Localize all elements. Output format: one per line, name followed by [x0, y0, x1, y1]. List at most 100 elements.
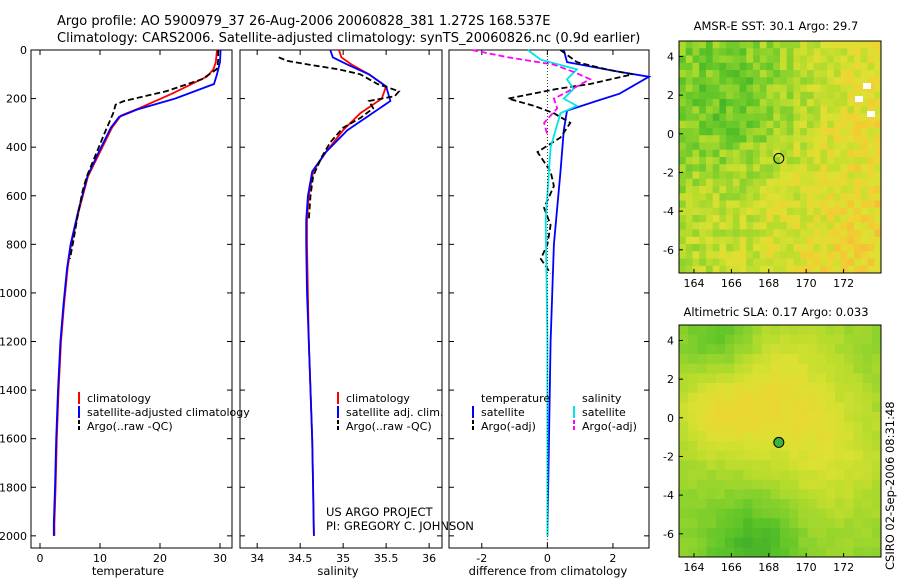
- heatmap-cell: [766, 99, 774, 107]
- heatmap-cell: [871, 344, 882, 355]
- heatmap-cell: [847, 99, 855, 107]
- heatmap-cell: [688, 499, 698, 510]
- heatmap-cell: [753, 113, 761, 122]
- heatmap-cell: [699, 91, 707, 100]
- heatmap-cell: [719, 244, 727, 252]
- heatmap-cell: [798, 383, 808, 394]
- heatmap-cell: [679, 84, 687, 93]
- heatmap-cell: [706, 499, 717, 510]
- heatmap-cell: [800, 149, 808, 158]
- heatmap-cell: [753, 178, 761, 187]
- heatmap-cell: [862, 431, 873, 442]
- heatmap-cell: [724, 334, 735, 345]
- heatmap-cell: [853, 383, 864, 394]
- heatmap-cell: [874, 142, 882, 151]
- heatmap-cell: [860, 142, 868, 151]
- heatmap-cell: [679, 470, 689, 481]
- heatmap-cell: [833, 55, 841, 64]
- heatmap-cell: [712, 236, 720, 245]
- heatmap-cell: [854, 244, 862, 252]
- heatmap-cell: [827, 55, 835, 64]
- heatmap-cell: [679, 402, 689, 413]
- heatmap-cell: [752, 470, 763, 481]
- heatmap-cell: [692, 178, 700, 187]
- heatmap-cell: [793, 200, 801, 209]
- heatmap-cell: [780, 402, 790, 413]
- heatmap-cell: [813, 251, 821, 259]
- heatmap-cell: [753, 236, 761, 245]
- heatmap-cell: [732, 70, 740, 78]
- heatmap-cell: [800, 251, 808, 259]
- heatmap-cell: [807, 334, 818, 345]
- heatmap-cell: [844, 499, 854, 510]
- heatmap-cell: [847, 149, 855, 158]
- heatmap-cell: [813, 70, 821, 78]
- heatmap-cell: [854, 186, 862, 194]
- heatmap-cell: [854, 99, 862, 107]
- x-tick-label: 0: [37, 552, 44, 565]
- legend-header-temperature: temperature: [481, 392, 550, 405]
- heatmap-cell: [715, 392, 726, 403]
- heatmap-cell: [835, 528, 845, 539]
- heatmap-cell: [854, 135, 862, 143]
- heatmap-cell: [697, 363, 707, 374]
- heatmap-cell: [761, 383, 772, 394]
- heatmap-cell: [862, 528, 873, 539]
- heatmap-cell: [854, 265, 862, 274]
- heatmap-cell: [833, 236, 841, 245]
- heatmap-cell: [734, 508, 744, 519]
- heatmap-cell: [719, 55, 727, 64]
- heatmap-cell: [706, 402, 717, 413]
- heatmap-cell: [835, 450, 845, 461]
- heatmap-cell: [833, 164, 841, 172]
- heatmap-cell: [813, 91, 821, 100]
- heatmap-cell: [853, 489, 864, 500]
- heatmap-cell: [752, 489, 763, 500]
- heatmap-cell: [679, 373, 689, 384]
- heatmap-cell: [712, 70, 720, 78]
- heatmap-cell: [867, 164, 875, 172]
- heatmap-cell: [734, 441, 744, 452]
- heatmap-cell: [688, 460, 698, 471]
- heatmap-cell: [825, 508, 836, 519]
- heatmap-cell: [827, 77, 835, 85]
- heatmap-cell: [780, 479, 790, 490]
- heatmap-cell: [715, 431, 726, 442]
- heatmap-cell: [724, 402, 735, 413]
- heatmap-cell: [786, 99, 794, 107]
- heatmap-cell: [770, 450, 781, 461]
- heatmap-cell: [847, 193, 855, 201]
- heatmap-cell: [807, 363, 818, 374]
- heatmap-cell: [813, 164, 821, 172]
- heatmap-cell: [807, 528, 818, 539]
- heatmap-cell: [759, 251, 767, 259]
- heatmap-cell: [697, 431, 707, 442]
- heatmap-cell: [786, 265, 794, 274]
- heatmap-cell: [773, 128, 781, 136]
- heatmap-cell: [705, 55, 714, 64]
- heatmap-cell: [773, 142, 781, 151]
- heatmap-cell: [719, 193, 727, 201]
- heatmap-cell: [786, 70, 794, 78]
- x-tick-label: 0: [544, 552, 551, 565]
- heatmap-cell: [860, 70, 868, 78]
- heatmap-cell: [697, 402, 707, 413]
- heatmap-cell: [874, 91, 882, 100]
- heatmap-cell: [679, 547, 689, 558]
- heatmap-cell: [739, 106, 747, 114]
- heatmap-cell: [862, 325, 873, 336]
- heatmap-cell: [706, 363, 717, 374]
- heatmap-cell: [746, 207, 754, 216]
- heatmap-cell: [752, 537, 763, 548]
- heatmap-cell: [780, 489, 790, 500]
- heatmap-cell: [780, 135, 788, 143]
- heatmap-cell: [719, 48, 727, 56]
- heatmap-cell: [732, 120, 740, 129]
- heatmap-cell: [712, 222, 720, 230]
- heatmap-cell: [685, 171, 693, 180]
- heatmap-cell: [766, 113, 774, 122]
- heatmap-cell: [800, 229, 808, 238]
- heatmap-cell: [833, 120, 841, 129]
- heatmap-cell: [793, 106, 801, 114]
- heatmap-cell: [827, 251, 835, 259]
